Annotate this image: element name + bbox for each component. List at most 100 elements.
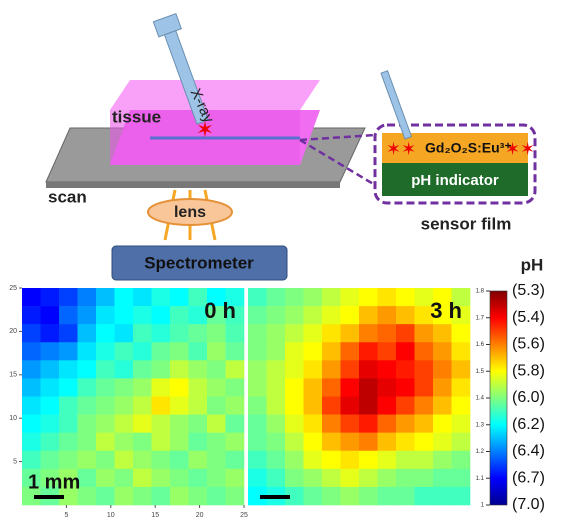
heat-cell (359, 469, 378, 487)
heat-cell (78, 469, 97, 487)
heat-cell (78, 415, 97, 433)
heat-cell (226, 324, 245, 342)
heat-cell (359, 324, 378, 342)
heat-cell (378, 397, 397, 415)
heat-cell (170, 397, 189, 415)
heat-cell (207, 487, 226, 505)
heat-cell (267, 397, 286, 415)
heat-cell (415, 469, 434, 487)
heat-cell (152, 433, 171, 451)
heat-cell (267, 324, 286, 342)
heat-cell (78, 342, 97, 360)
heat-cell (452, 487, 471, 505)
heat-cell (396, 469, 415, 487)
heat-cell (285, 324, 304, 342)
heat-cell (433, 360, 452, 378)
heat-cell (96, 433, 115, 451)
heat-cell (285, 415, 304, 433)
heat-cell (322, 360, 341, 378)
heat-cell (115, 397, 134, 415)
heat-cell (285, 397, 304, 415)
heat-cell (322, 306, 341, 324)
heat-cell (226, 487, 245, 505)
heat-cell (41, 342, 60, 360)
heat-cell (341, 360, 360, 378)
heat-cell (207, 433, 226, 451)
heat-cell (207, 342, 226, 360)
heat-cell (267, 288, 286, 306)
y-tick-label: 20 (9, 328, 17, 335)
heat-cell (341, 342, 360, 360)
heat-cell (207, 469, 226, 487)
heat-cell (359, 378, 378, 396)
sensor-label: sensor film (421, 214, 512, 233)
heat-cell (152, 306, 171, 324)
heat-cell (22, 433, 41, 451)
heat-cell (322, 433, 341, 451)
heat-cell (341, 469, 360, 487)
heat-cell (115, 288, 134, 306)
ph-label: (7.0) (512, 496, 545, 513)
heat-cell (22, 360, 41, 378)
heat-cell (170, 342, 189, 360)
ph-label: (6.2) (512, 416, 545, 433)
heat-cell (59, 288, 78, 306)
heat-cell (378, 360, 397, 378)
heat-cell (285, 306, 304, 324)
heat-cell (359, 433, 378, 451)
panel-title: 0 h (204, 298, 236, 323)
heat-cell (59, 451, 78, 469)
heat-cell (59, 342, 78, 360)
heat-cell (41, 378, 60, 396)
heat-cell (396, 324, 415, 342)
heat-cell (248, 360, 267, 378)
heat-cell (170, 378, 189, 396)
heat-cell (96, 469, 115, 487)
heat-cell (322, 487, 341, 505)
colorbar-tick-label: 1.2 (476, 449, 485, 455)
x-tick-label: 15 (151, 512, 159, 519)
heat-cell (452, 451, 471, 469)
colorbar-tick-label: 1.1 (476, 476, 485, 482)
heat-cell (41, 415, 60, 433)
heat-cell (170, 469, 189, 487)
heat-cell (415, 378, 434, 396)
heat-cell (341, 487, 360, 505)
heat-cell (133, 451, 152, 469)
heat-cell (452, 469, 471, 487)
heat-cell (378, 306, 397, 324)
heat-cell (189, 487, 208, 505)
heat-cell (267, 378, 286, 396)
heat-cell (433, 469, 452, 487)
heat-cell (152, 469, 171, 487)
heat-cell (207, 451, 226, 469)
heat-cell (22, 397, 41, 415)
heat-cell (189, 378, 208, 396)
heat-cell (415, 397, 434, 415)
heat-cell (304, 487, 323, 505)
heat-cell (341, 288, 360, 306)
heat-cell (226, 451, 245, 469)
heat-cell (22, 342, 41, 360)
indicator-label: pH indicator (411, 172, 499, 189)
colorbar-tick-label: 1.8 (476, 289, 485, 295)
heat-cell (226, 342, 245, 360)
heat-cell (96, 397, 115, 415)
heat-cell (359, 415, 378, 433)
heat-cell (267, 360, 286, 378)
heat-cell (248, 378, 267, 396)
figure: X-ray ✶ tissue scan lens Spectrometer ✶✶… (0, 0, 565, 519)
heat-cell (41, 324, 60, 342)
heat-cell (78, 451, 97, 469)
heat-cell (96, 288, 115, 306)
scale-bar-label: 1 mm (28, 471, 80, 493)
heat-cell (378, 433, 397, 451)
heat-cell (267, 342, 286, 360)
heat-cell (207, 397, 226, 415)
ph-label: (6.7) (512, 469, 545, 486)
colorbar-title: pH (521, 255, 544, 274)
heat-cell (152, 397, 171, 415)
x-tick-label: 10 (107, 512, 115, 519)
heat-cell (304, 397, 323, 415)
heat-cell (341, 433, 360, 451)
